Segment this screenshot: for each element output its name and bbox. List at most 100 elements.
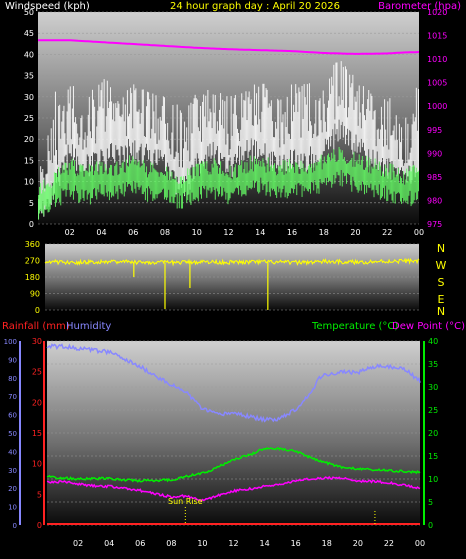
rainfall-axis-label: Rainfall (mm) [2,321,70,332]
climate-x-tick: 02 [73,539,83,548]
climate-x-tick: 16 [291,539,301,548]
wind-x-tick: 02 [65,228,75,237]
temperature-y-tick: 20 [428,429,438,438]
barometer-y-tick: 985 [427,173,442,182]
rainfall-y-tick: 15 [32,429,42,438]
wind-x-tick: 16 [287,228,297,237]
climate-x-tick: 12 [228,539,238,548]
temperature-y-tick: 0 [428,521,433,530]
temperature-y-tick: 10 [428,475,438,484]
wind-x-tick: 14 [255,228,265,237]
wind-x-tick: 06 [128,228,138,237]
humidity-y-tick: 50 [8,430,17,438]
wind-x-tick: 12 [223,228,233,237]
humidity-y-tick: 70 [8,393,17,401]
climate-x-tick: 14 [259,539,269,548]
barometer-y-tick: 1010 [427,55,447,64]
compass-letter: E [438,293,445,306]
humidity-y-tick: 60 [8,412,17,420]
wind-y-tick: 10 [24,178,34,187]
temperature-y-tick: 30 [428,383,438,392]
compass-letter: N [437,305,445,318]
barometer-y-tick: 990 [427,149,442,158]
direction-y-tick: 360 [25,240,40,249]
wind-x-tick: 10 [192,228,202,237]
wind-x-tick: 18 [319,228,329,237]
wind-y-tick: 40 [24,50,34,59]
climate-plot-area [47,341,420,525]
wind-x-tick: 08 [160,228,170,237]
wind-y-tick: 50 [24,8,34,17]
humidity-y-tick: 10 [8,504,17,512]
wind-y-tick: 45 [24,29,34,38]
sunrise-label: Sun Rise [168,497,203,506]
compass-letter: S [438,276,445,289]
rainfall-y-tick: 5 [37,490,42,499]
wind-y-tick: 35 [24,72,34,81]
barometer-y-tick: 980 [427,196,442,205]
wind-y-tick: 30 [24,93,34,102]
compass-letter: W [436,259,447,272]
humidity-y-tick: 100 [4,338,17,346]
humidity-line [46,343,421,423]
compass-letter: N [437,242,445,255]
direction-y-tick: 270 [25,257,40,266]
wind-direction-line [44,257,420,267]
climate-x-tick: 04 [104,539,114,548]
climate-x-tick: 08 [166,539,176,548]
wind-y-tick: 15 [24,156,34,165]
wind-x-tick: 22 [382,228,392,237]
chart-title: 24 hour graph day : April 20 2026 [170,1,340,12]
temperature-axis-label: Temperature (°C) [311,321,398,332]
barometer-y-tick: 975 [427,220,442,229]
climate-x-tick: 06 [135,539,145,548]
direction-plot-area [45,244,419,310]
temperature-y-tick: 15 [428,452,438,461]
temperature-y-tick: 5 [428,498,433,507]
wind-x-tick: 00 [414,228,424,237]
climate-x-tick: 22 [384,539,394,548]
barometer-y-tick: 1000 [427,102,447,111]
climate-x-tick: 00 [415,539,425,548]
humidity-y-tick: 40 [8,448,17,456]
barometer-y-tick: 1020 [427,8,447,17]
dew-point-axis-label: Dew Point (°C) [392,321,465,332]
wind-y-tick: 25 [24,114,34,123]
rainfall-y-tick: 10 [32,460,42,469]
barometer-y-tick: 1015 [427,32,447,41]
rainfall-y-tick: 30 [32,337,42,346]
wind-y-tick: 20 [24,135,34,144]
rainfall-y-tick: 25 [32,368,42,377]
rainfall-y-tick: 20 [32,398,42,407]
wind-x-tick: 20 [350,228,360,237]
rainfall-y-tick: 0 [37,521,42,530]
humidity-axis-label: Humidity [66,321,111,332]
temperature-y-tick: 40 [428,337,438,346]
wind-y-tick: 0 [29,220,34,229]
humidity-y-tick: 30 [8,467,17,475]
climate-x-tick: 18 [322,539,332,548]
climate-x-tick: 20 [353,539,363,548]
wind-y-tick: 5 [29,199,34,208]
direction-y-tick: 90 [30,290,40,299]
wind-x-tick: 04 [96,228,106,237]
temperature-y-tick: 35 [428,360,438,369]
dew-point-line [46,475,421,502]
direction-y-tick: 0 [35,306,40,315]
barometer-line [38,39,420,55]
barometer-y-tick: 1005 [427,79,447,88]
wind-axis-label: Windspeed (kph) [5,1,90,12]
humidity-y-tick: 80 [8,375,17,383]
barometer-y-tick: 995 [427,126,442,135]
humidity-y-tick: 90 [8,356,17,364]
temperature-line [46,446,421,483]
barometer-axis-label: Barometer (hpa) [378,1,461,12]
climate-x-tick: 10 [197,539,207,548]
temperature-y-tick: 25 [428,406,438,415]
humidity-y-tick: 0 [13,522,17,530]
humidity-y-tick: 20 [8,485,17,493]
direction-y-tick: 180 [25,273,40,282]
